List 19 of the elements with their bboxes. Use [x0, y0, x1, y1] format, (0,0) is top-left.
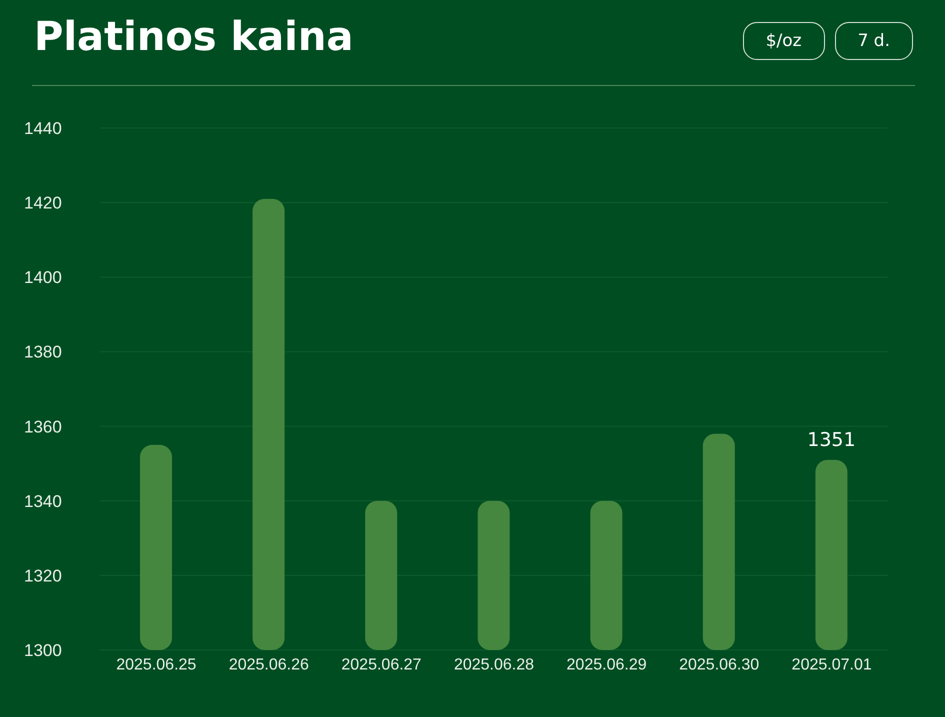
y-tick-label: 1300 — [24, 641, 62, 660]
x-tick-label: 2025.06.29 — [566, 656, 647, 674]
text: 7 d. — [834, 22, 913, 60]
x-tick-label: 2025.06.28 — [454, 656, 534, 674]
y-tick-label: 1440 — [24, 119, 62, 138]
y-tick-label: 1320 — [24, 566, 62, 586]
text: $/oz — [742, 22, 825, 60]
x-tick-label: 2025.06.27 — [341, 656, 422, 674]
data-label: 1351 — [807, 428, 856, 451]
x-tick-label: 2025.07.01 — [792, 656, 872, 674]
chart-title: Platinos kaina — [34, 14, 354, 60]
y-tick-label: 1400 — [24, 268, 62, 288]
y-tick-label: 1380 — [24, 342, 62, 362]
y-tick-label: 1420 — [24, 194, 62, 213]
y-tick-label: 1360 — [24, 417, 62, 436]
y-tick-label: 1340 — [24, 492, 62, 511]
x-tick-label: 2025.06.25 — [116, 656, 196, 674]
x-tick-label: 2025.06.30 — [679, 656, 760, 674]
x-tick-label: 2025.06.26 — [228, 656, 309, 674]
